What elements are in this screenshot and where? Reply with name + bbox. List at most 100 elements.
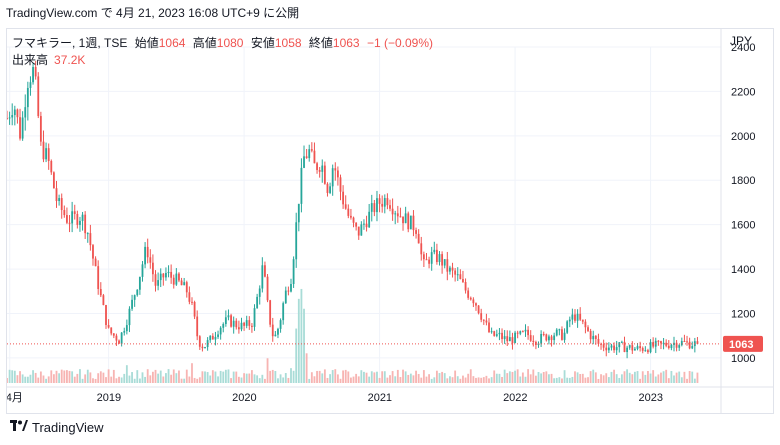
- candle-body: [639, 346, 642, 349]
- volume-bar: [94, 378, 97, 383]
- volume-bar: [120, 377, 123, 383]
- volume-bar: [480, 377, 483, 383]
- volume-bar: [422, 370, 425, 383]
- volume-bar: [55, 370, 58, 383]
- candle-body: [157, 280, 160, 286]
- candle-body: [456, 274, 459, 276]
- candle-body: [631, 345, 634, 351]
- price-chart[interactable]: 1000 1200 1400 1600 1800 2000 2200 2400 4月 2019 20…: [7, 29, 773, 413]
- candle-body: [396, 213, 399, 217]
- volume-bar: [112, 369, 115, 383]
- candle-body: [485, 320, 488, 323]
- candle-body: [232, 320, 235, 327]
- candle-body: [589, 330, 592, 340]
- candle-body: [488, 322, 490, 333]
- candle-body: [425, 259, 428, 261]
- candle-body: [201, 346, 204, 349]
- volume-bar: [284, 373, 287, 383]
- candle-body: [334, 168, 337, 171]
- volume-bar: [537, 371, 540, 383]
- volume-bar: [347, 371, 350, 383]
- candle-body: [55, 188, 58, 202]
- candle-body: [125, 325, 128, 332]
- candle-body: [498, 332, 501, 335]
- candle-body: [42, 141, 45, 160]
- volume-bar: [670, 370, 673, 383]
- candle-body: [170, 271, 173, 278]
- candle-body: [378, 198, 381, 204]
- volume-bar: [386, 377, 389, 383]
- volume-bar: [555, 377, 558, 383]
- symbol-name[interactable]: フマキラー, 1週, TSE: [12, 36, 128, 50]
- volume-bar: [373, 372, 376, 383]
- candle-body: [193, 302, 196, 317]
- volume-bar: [613, 369, 615, 383]
- candle-body: [532, 340, 535, 342]
- y-tick-label: 1000: [731, 353, 755, 365]
- candle-body: [529, 335, 532, 341]
- candle-body: [683, 341, 686, 343]
- candle-body: [454, 270, 457, 275]
- volume-bar: [89, 372, 92, 383]
- volume-bar: [589, 371, 592, 383]
- volume-bar: [86, 369, 89, 383]
- candle-body: [394, 213, 397, 215]
- volume-bar: [587, 377, 589, 383]
- volume-bar: [297, 298, 300, 383]
- volume-bar: [334, 369, 337, 383]
- volume-bar: [425, 376, 428, 383]
- candle-body: [305, 156, 308, 159]
- volume-bar: [634, 371, 636, 383]
- volume-bar: [561, 378, 563, 383]
- candle-body: [196, 316, 199, 337]
- candle-body: [628, 345, 631, 348]
- volume-bar: [193, 377, 196, 383]
- chart-frame[interactable]: 1000 1200 1400 1600 1800 2000 2200 2400 4月 2019 20…: [6, 28, 774, 414]
- tradingview-logo[interactable]: TradingView: [10, 420, 104, 435]
- volume-bar: [678, 371, 681, 383]
- candle-body: [662, 342, 665, 344]
- candle-body: [60, 198, 63, 211]
- volume-bar: [568, 377, 571, 383]
- candle-body: [422, 254, 425, 260]
- candle-body: [13, 109, 16, 116]
- candle-body: [84, 214, 87, 234]
- candle-body: [303, 156, 305, 168]
- volume-bar: [146, 369, 149, 383]
- volume-bar: [524, 376, 527, 383]
- volume-bar: [261, 374, 264, 383]
- volume-bar: [264, 378, 266, 383]
- x-tick-label: 2020: [232, 392, 256, 404]
- volume-bar: [355, 373, 358, 383]
- candle-body: [350, 215, 352, 218]
- candle-body: [323, 165, 326, 184]
- volume-bar: [102, 372, 105, 383]
- candle-body: [477, 305, 480, 314]
- candle-body: [32, 66, 34, 83]
- candle-body: [469, 297, 472, 300]
- candle-body: [495, 334, 498, 336]
- candle-body: [258, 288, 261, 297]
- volume-bar: [511, 371, 514, 383]
- volume-bar: [516, 369, 519, 383]
- volume-bar: [39, 371, 42, 383]
- candle-body: [482, 319, 485, 321]
- volume-bar: [115, 378, 118, 383]
- candle-body: [438, 254, 441, 263]
- volume-bar: [326, 377, 329, 383]
- candle-body: [266, 276, 269, 301]
- low-value: 1058: [274, 36, 302, 50]
- volume-bar: [165, 373, 167, 383]
- volume-bar: [615, 374, 618, 383]
- candle-body: [610, 345, 613, 348]
- volume-bar: [235, 371, 238, 383]
- candle-body: [584, 321, 587, 328]
- volume-bar: [691, 371, 694, 383]
- volume-bar: [232, 371, 235, 383]
- high-label: 高値: [192, 36, 217, 50]
- currency-label: JPY: [729, 34, 752, 48]
- volume-bar: [144, 376, 147, 383]
- volume-bar: [183, 378, 186, 383]
- candle-body: [462, 279, 464, 283]
- candle-body: [321, 165, 324, 172]
